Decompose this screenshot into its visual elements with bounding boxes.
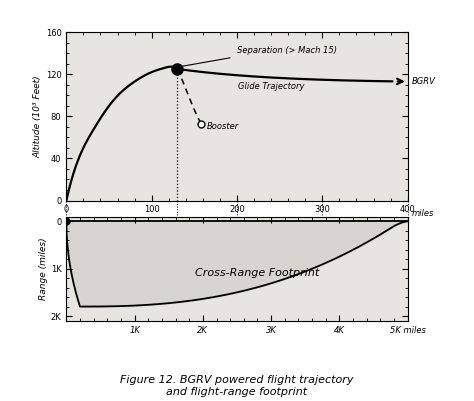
Text: Booster: Booster — [207, 122, 239, 131]
Text: Glide Trajectory: Glide Trajectory — [238, 82, 304, 91]
Text: Cross-Range Footprint: Cross-Range Footprint — [195, 268, 319, 278]
Y-axis label: Altitude (10³ Feet): Altitude (10³ Feet) — [34, 75, 43, 158]
Text: BGRV: BGRV — [412, 77, 436, 86]
Text: Separation (> Mach 15): Separation (> Mach 15) — [237, 46, 337, 55]
Text: miles: miles — [412, 209, 434, 218]
Y-axis label: Range (miles): Range (miles) — [39, 237, 48, 300]
Text: Figure 12. BGRV powered flight trajectory
and flight-range footprint: Figure 12. BGRV powered flight trajector… — [120, 375, 354, 397]
Text: Down-Range: Down-Range — [313, 221, 366, 231]
